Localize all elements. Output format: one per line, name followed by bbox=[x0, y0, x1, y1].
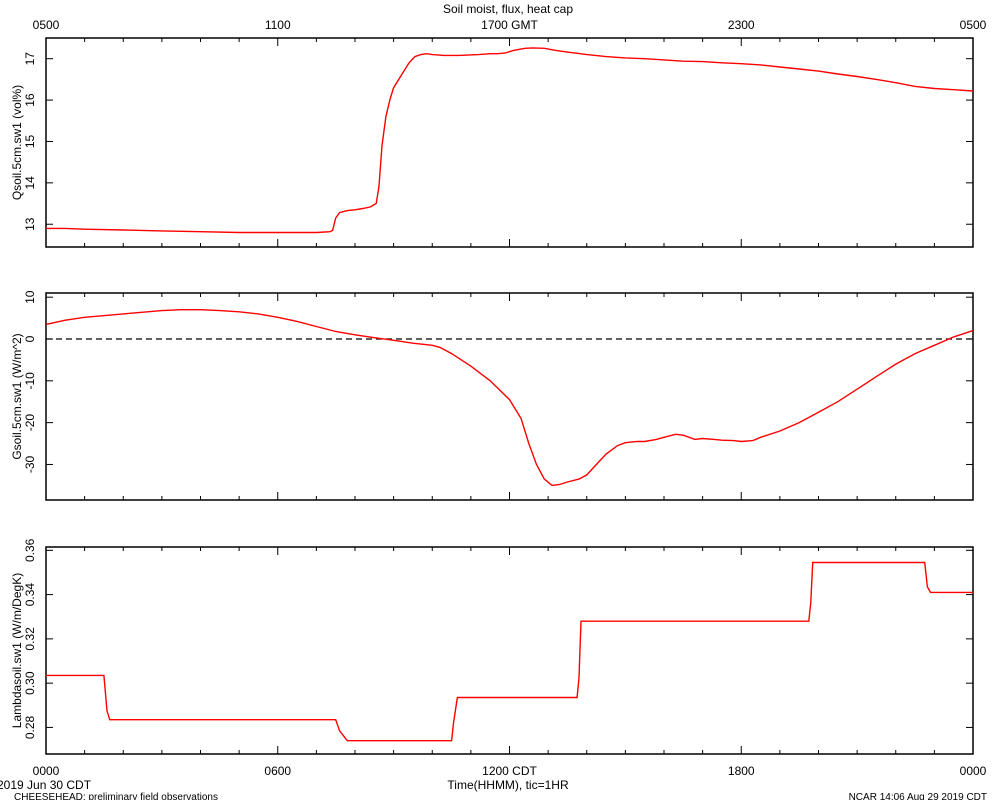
y-axis-label: Qsoil.5cm.sw1 (vol%) bbox=[10, 85, 24, 200]
y-tick-label: 0.32 bbox=[23, 627, 37, 651]
top-tick-label: 0500 bbox=[33, 18, 60, 32]
panel-3: 0.28 0.30 0.32 0.34 0.36 Lambdasoil.sw1 (W/m/… bbox=[10, 538, 974, 755]
plot-frame bbox=[45, 292, 974, 501]
bottom-tick-label: 0000 bbox=[960, 764, 987, 778]
footer-date: 2019 Jun 30 CDT bbox=[0, 778, 92, 792]
bottom-tick-label: 0000 bbox=[33, 764, 60, 778]
top-tick-label: 0500 bbox=[960, 18, 987, 32]
y-tick-label: 16 bbox=[23, 93, 37, 107]
footer-project: CHEESEHEAD: preliminary field observatio… bbox=[14, 792, 218, 800]
plot-frame bbox=[45, 37, 974, 248]
series-line bbox=[46, 47, 974, 234]
y-tick-label: -20 bbox=[23, 414, 37, 432]
footer-stamp: NCAR 14:06 Aug 29 2019 CDT bbox=[849, 792, 987, 800]
y-tick-label: 0.30 bbox=[23, 671, 37, 695]
y-axis-label: Gsoil.5cm.sw1 (W/m^2) bbox=[10, 333, 24, 459]
y-tick-label: 0.36 bbox=[23, 538, 37, 562]
plot-frame bbox=[45, 546, 974, 755]
bottom-tick-label: 0600 bbox=[264, 764, 291, 778]
y-tick-label: 0.34 bbox=[23, 583, 37, 607]
y-tick-label: -10 bbox=[23, 372, 37, 390]
y-tick-label: 15 bbox=[23, 134, 37, 148]
top-tick-labels: 0500 1100 1700 GMT 2300 0500 bbox=[33, 18, 987, 32]
y-tick-label: 17 bbox=[23, 52, 37, 66]
top-tick-label: 1700 GMT bbox=[481, 18, 538, 32]
top-tick-label: 2300 bbox=[728, 18, 755, 32]
y-tick-label: 13 bbox=[23, 217, 37, 231]
bottom-tick-label: 1800 bbox=[728, 764, 755, 778]
y-tick-label: 10 bbox=[23, 290, 37, 304]
top-tick-label: 1100 bbox=[265, 18, 291, 32]
series-line bbox=[46, 561, 973, 742]
series-line bbox=[45, 309, 974, 487]
y-tick-label: 0 bbox=[23, 335, 37, 342]
y-axis-label: Lambdasoil.sw1 (W/m/DegK) bbox=[10, 573, 24, 728]
bottom-tick-label: 1200 CDT bbox=[482, 764, 537, 778]
y-tick-label: 0.28 bbox=[23, 715, 37, 739]
bottom-tick-labels: 0000 0600 1200 CDT 1800 0000 bbox=[33, 764, 987, 778]
x-axis-label: Time(HHMM), tic=1HR bbox=[447, 778, 569, 792]
y-tick-label: -30 bbox=[23, 455, 37, 473]
chart-title: Soil moist, flux, heat cap bbox=[443, 2, 573, 16]
chart-panels: 13 14 15 16 17 Qsoil.5cm.sw1 (vol%) 10 0 -10 -20 -… bbox=[10, 37, 974, 755]
y-tick-label: 14 bbox=[23, 176, 37, 190]
panel-1: 13 14 15 16 17 Qsoil.5cm.sw1 (vol%) bbox=[10, 37, 974, 248]
